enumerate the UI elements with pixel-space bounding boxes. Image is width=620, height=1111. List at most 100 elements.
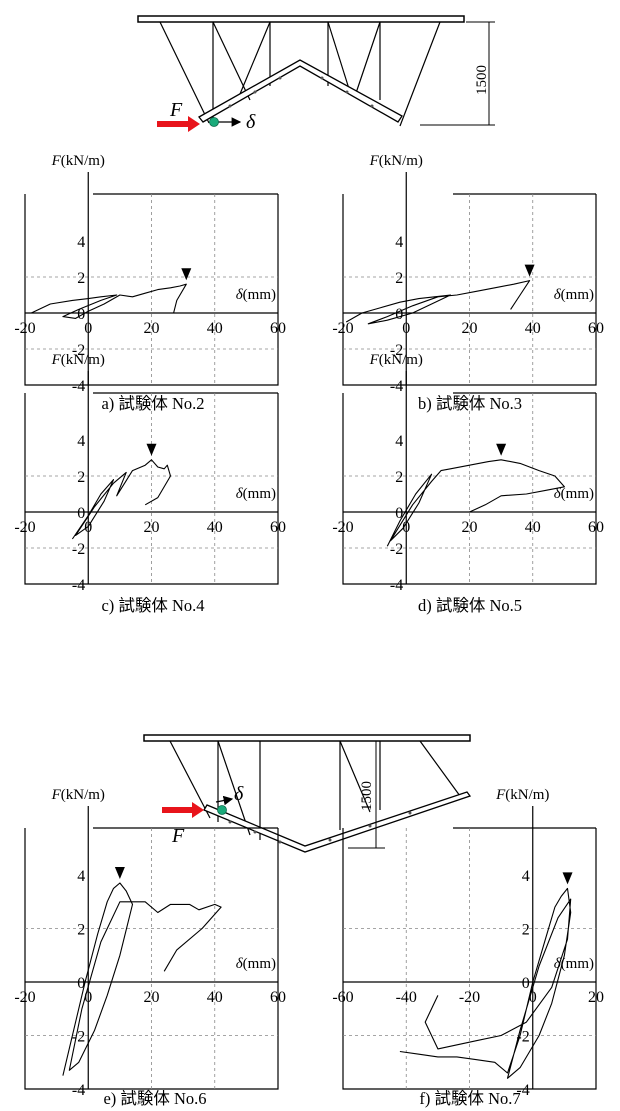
x-tick-label: 20 bbox=[462, 320, 478, 337]
chart-caption: f) 試験体 No.7 bbox=[419, 1089, 520, 1108]
top-chord bbox=[137, 15, 465, 23]
y-tick-label: 4 bbox=[77, 868, 85, 885]
hysteresis-curve bbox=[62, 882, 222, 1076]
y-tick-label: -4 bbox=[72, 378, 85, 395]
x-tick-label: 0 bbox=[84, 989, 92, 1006]
x-tick-label: -20 bbox=[332, 519, 353, 536]
y-axis-label: F(kN/m) bbox=[51, 787, 105, 803]
x-axis-label: δ(mm) bbox=[554, 486, 594, 502]
chart-frame bbox=[24, 393, 279, 585]
measurement-node bbox=[209, 117, 219, 127]
y-tick-label: -4 bbox=[516, 1082, 529, 1099]
y-tick-label: 0 bbox=[395, 306, 403, 323]
chart-caption: a) 試験体 No.2 bbox=[101, 394, 204, 413]
dimension-line bbox=[420, 21, 495, 126]
x-axis-label: δ(mm) bbox=[236, 956, 276, 972]
y-tick-label: 2 bbox=[395, 469, 403, 486]
hysteresis-curve bbox=[31, 283, 187, 319]
y-tick-label: 2 bbox=[522, 922, 530, 939]
y-tick-label: -4 bbox=[72, 1082, 85, 1099]
y-tick-label: 4 bbox=[522, 868, 530, 885]
y-tick-label: -2 bbox=[72, 342, 85, 359]
y-tick-label: -2 bbox=[390, 541, 403, 558]
x-tick-label: 60 bbox=[588, 519, 604, 536]
peak-marker bbox=[114, 867, 125, 880]
lower-chord bbox=[203, 791, 472, 853]
y-tick-label: 0 bbox=[522, 975, 530, 992]
displacement-label: δ bbox=[246, 111, 256, 133]
x-tick-label: 40 bbox=[207, 989, 223, 1006]
x-tick-label: -20 bbox=[459, 989, 480, 1006]
y-tick-label: 2 bbox=[77, 270, 85, 287]
x-tick-label: 0 bbox=[402, 320, 410, 337]
x-axis-label: δ(mm) bbox=[554, 956, 594, 972]
y-axis-label: F(kN/m) bbox=[51, 153, 105, 169]
force-arrow bbox=[157, 116, 200, 132]
bolt-marks bbox=[228, 76, 374, 108]
chart-caption: d) 試験体 No.5 bbox=[418, 596, 522, 615]
dimension-label: 1500 bbox=[359, 781, 375, 811]
x-tick-label: 60 bbox=[270, 989, 286, 1006]
peak-marker bbox=[524, 264, 535, 277]
y-axis-label: F(kN/m) bbox=[369, 352, 423, 368]
x-tick-label: 40 bbox=[525, 519, 541, 536]
x-tick-label: 40 bbox=[207, 519, 223, 536]
top-chord bbox=[143, 734, 471, 742]
peak-marker bbox=[562, 872, 573, 885]
y-tick-label: 0 bbox=[395, 505, 403, 522]
chart-frame bbox=[24, 194, 279, 386]
peak-marker bbox=[146, 443, 157, 456]
x-axis-label: δ(mm) bbox=[236, 287, 276, 303]
y-axis-label: F(kN/m) bbox=[51, 352, 105, 368]
x-tick-label: -20 bbox=[332, 320, 353, 337]
y-tick-label: 0 bbox=[77, 505, 85, 522]
chart-caption: b) 試験体 No.3 bbox=[418, 394, 522, 413]
y-tick-label: 2 bbox=[395, 270, 403, 287]
y-tick-label: 2 bbox=[77, 469, 85, 486]
y-axis-label: F(kN/m) bbox=[495, 787, 549, 803]
force-label: F bbox=[169, 99, 183, 121]
truss-members bbox=[159, 21, 441, 127]
x-tick-label: 40 bbox=[207, 320, 223, 337]
x-tick-label: 20 bbox=[144, 320, 160, 337]
y-tick-label: -4 bbox=[390, 378, 403, 395]
x-tick-label: 60 bbox=[270, 519, 286, 536]
hysteresis-curve bbox=[386, 459, 565, 547]
y-tick-label: -2 bbox=[390, 342, 403, 359]
x-tick-label: 20 bbox=[462, 519, 478, 536]
lower-chord bbox=[198, 59, 403, 123]
y-tick-label: 2 bbox=[77, 922, 85, 939]
x-tick-label: 20 bbox=[144, 519, 160, 536]
truss-members bbox=[169, 740, 461, 840]
truss-diagram-top: 1500 F δ bbox=[137, 15, 495, 133]
y-tick-label: -4 bbox=[390, 577, 403, 594]
hysteresis-curve bbox=[345, 280, 531, 325]
y-tick-label: 0 bbox=[77, 306, 85, 323]
hysteresis-curve bbox=[71, 459, 172, 540]
x-tick-label: -20 bbox=[14, 320, 35, 337]
chart-caption: c) 試験体 No.4 bbox=[101, 596, 204, 615]
x-tick-label: 20 bbox=[144, 989, 160, 1006]
x-tick-label: -60 bbox=[332, 989, 353, 1006]
x-tick-label: 0 bbox=[84, 320, 92, 337]
displacement-arrow bbox=[215, 795, 234, 806]
x-tick-label: 40 bbox=[525, 320, 541, 337]
chart-frame bbox=[342, 393, 597, 585]
x-tick-label: 20 bbox=[588, 989, 604, 1006]
x-axis-label: δ(mm) bbox=[554, 287, 594, 303]
x-tick-label: 60 bbox=[588, 320, 604, 337]
dimension-line bbox=[348, 740, 385, 849]
y-tick-label: -2 bbox=[72, 541, 85, 558]
y-tick-label: 4 bbox=[395, 234, 403, 251]
y-tick-label: 0 bbox=[77, 975, 85, 992]
x-tick-label: -40 bbox=[396, 989, 417, 1006]
y-tick-label: 4 bbox=[395, 433, 403, 450]
chart-frame bbox=[342, 194, 597, 386]
force-label: F bbox=[171, 825, 185, 847]
y-tick-label: 4 bbox=[77, 234, 85, 251]
dimension-label: 1500 bbox=[474, 65, 490, 95]
